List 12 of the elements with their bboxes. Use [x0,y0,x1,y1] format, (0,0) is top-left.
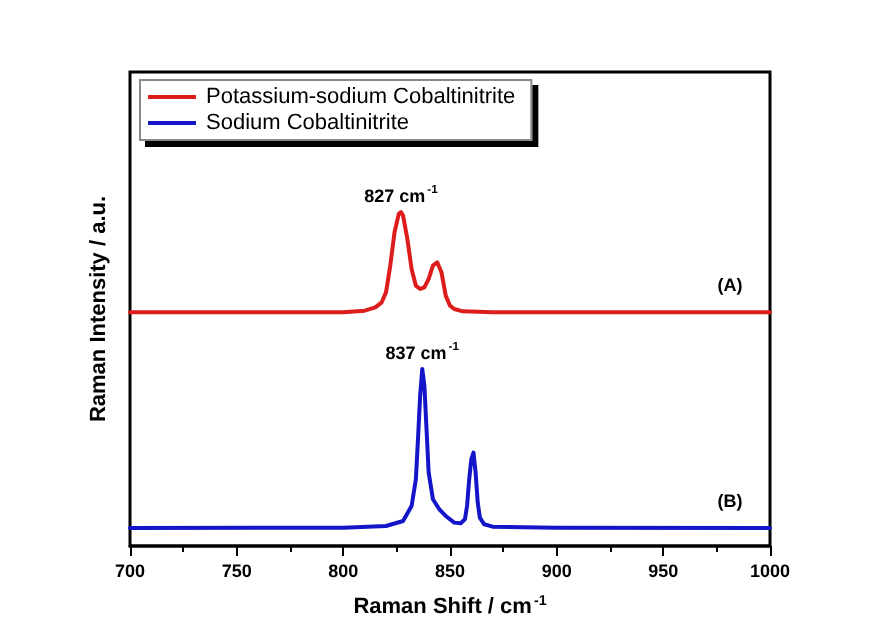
x-tick-label: 700 [114,561,146,581]
x-tick-label: 800 [328,561,359,581]
x-tick-label: 900 [541,561,572,581]
x-tick-label: 750 [221,561,252,581]
x-tick-label: 850 [434,561,466,581]
x-tick-label: 950 [648,561,679,581]
annotation: (B) [717,490,743,511]
x-tick-label: 1000 [749,561,791,581]
y-axis-title: Raman Intensity / a.u. [87,195,111,423]
annotation: (A) [717,275,743,296]
legend-label: Potassium-sodium Cobaltinitrite [206,85,516,109]
legend-label: Sodium Cobaltinitrite [206,111,409,135]
